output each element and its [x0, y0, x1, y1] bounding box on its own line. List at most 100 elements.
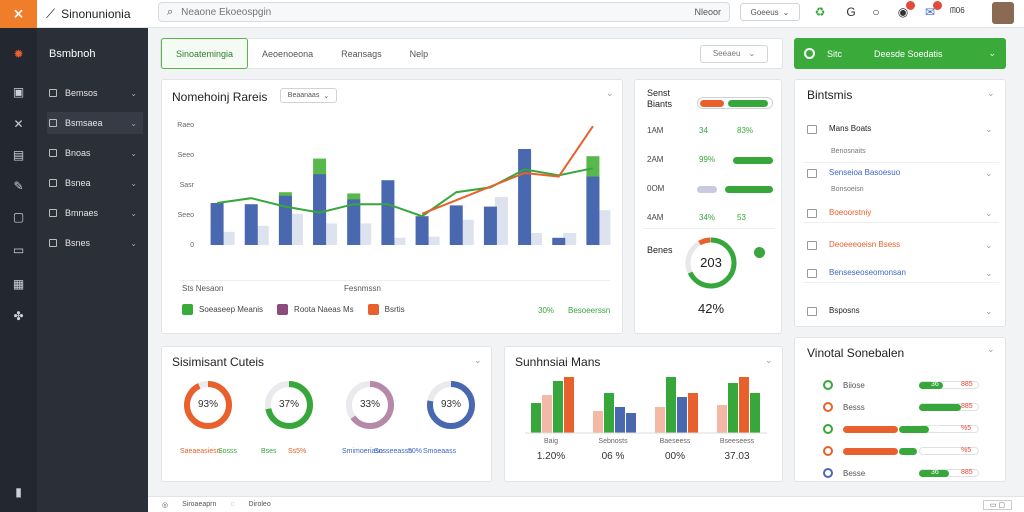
bar-light — [289, 213, 303, 245]
donut-extra-link[interactable]: 50% — [408, 448, 423, 455]
tab[interactable]: Sinoatemingia — [161, 38, 249, 69]
cart-icon[interactable]: ▢ — [12, 210, 25, 224]
row-status-icon — [823, 424, 833, 434]
recycle-icon[interactable]: ♻ — [814, 5, 826, 19]
bottom-item-2[interactable]: Diroleo — [248, 501, 271, 508]
rings-card: Sisimisant Cuteis ⌄ 93% Saeaeasiesn 37% Bse… — [161, 346, 492, 482]
sidebar-item-label: Bnoas — [65, 148, 91, 158]
search-input[interactable] — [181, 6, 687, 18]
avatar[interactable] — [992, 2, 1014, 24]
user-name[interactable]: ᗰ06 — [950, 6, 965, 15]
stats-row-label: 4AM — [647, 213, 664, 222]
close-icon[interactable]: ⌄ — [987, 344, 995, 354]
bar-light — [255, 225, 269, 245]
bar-blue — [313, 174, 327, 245]
doc-icon[interactable]: ▣ — [12, 85, 25, 99]
footer-caption-2: Fesnmssn — [344, 284, 381, 293]
image-icon[interactable]: ▤ — [12, 148, 25, 162]
y-tick-label: Sasr — [180, 182, 195, 189]
list-item[interactable]: Benseseoseomonsan — [829, 268, 906, 277]
donut-link[interactable]: Saeaeasiesn — [180, 448, 221, 455]
chevron-down-icon[interactable]: ⌄ — [765, 355, 773, 365]
donut-extra-link[interactable]: Ss5% — [288, 448, 307, 455]
bell-icon[interactable]: ◉ — [895, 1, 915, 20]
list-item[interactable]: Bsposns — [829, 306, 860, 315]
row-badge: 36 — [931, 425, 939, 432]
bottom-bar: ◎ Siroaeaprn ◌ Diroleo ▭ ▢ — [148, 496, 1024, 512]
chevron-down-icon[interactable]: ⌄ — [987, 88, 995, 98]
bar-blue — [347, 199, 361, 245]
bar-light — [563, 233, 577, 245]
bottom-icon-2[interactable]: ◌ — [230, 501, 235, 508]
right-list-card: Bintsmis ⌄ Mans Boats ⌄ Benosnaits Senseioa… — [794, 79, 1006, 327]
card-icon[interactable]: ▭ — [12, 243, 25, 257]
tab-select-label: Seeaeu — [712, 49, 741, 58]
main-chart-select[interactable]: Beaanaas ⌄ — [280, 88, 337, 103]
bar-blue — [244, 204, 258, 245]
tab-select[interactable]: Seeaeu ⌄ — [700, 44, 768, 63]
sidebar-item-label: Bsnea — [65, 178, 91, 188]
pen-icon[interactable]: ✎ — [13, 179, 24, 193]
donut-extra-link[interactable]: Sosss — [218, 448, 238, 455]
bottom-item-1[interactable]: Siroaeaprn — [182, 501, 217, 508]
primary-action-button[interactable]: Sitc Deesde Soedatis ⌄ — [794, 38, 1006, 69]
sidebar-item[interactable]: Bsmsaea ⌄ — [47, 112, 143, 134]
bottom-right-controls[interactable]: ▭ ▢ — [982, 499, 1012, 510]
compass-icon[interactable]: ✹ — [13, 47, 24, 61]
sidebar-item[interactable]: Bsnes ⌄ — [47, 232, 143, 254]
sidebar-item-label: Bemsos — [65, 88, 98, 98]
list-item-icon — [807, 241, 817, 250]
puzzle-icon[interactable]: ✤ — [13, 309, 24, 323]
donut-link[interactable]: Bses — [261, 448, 277, 455]
chevron-down-icon[interactable]: ⌄ — [985, 306, 993, 316]
stats-bar — [733, 157, 773, 164]
tab[interactable]: Aeoenoeona — [262, 48, 314, 59]
list-item[interactable]: Benosnaits — [831, 148, 866, 155]
circle-icon[interactable]: ○ — [872, 5, 880, 19]
tools-icon[interactable]: ✕ — [13, 117, 24, 131]
bar-blue — [518, 149, 532, 245]
row-track — [919, 447, 979, 455]
group-value: 00% — [665, 451, 685, 462]
file-icon[interactable]: ▮ — [15, 485, 22, 499]
tab[interactable]: Nelp — [409, 48, 429, 59]
list-item[interactable]: Bonsoeisn — [831, 186, 864, 193]
chevron-down-icon[interactable]: ⌄ — [985, 268, 993, 278]
y-tick-label: Seeo — [178, 152, 194, 159]
row-right-value: %5 — [961, 447, 972, 454]
mail-icon[interactable]: ✉ — [922, 1, 942, 20]
legend-swatch — [367, 304, 379, 315]
sidebar-item[interactable]: Bnoas ⌄ — [47, 142, 143, 164]
sidebar-item[interactable]: Bmnaes ⌄ — [47, 202, 143, 224]
legend-label: Roota Naeas Ms — [294, 305, 354, 314]
search-bar[interactable]: ⌕ Nleoor — [158, 2, 730, 22]
google-icon[interactable]: G — [846, 5, 856, 19]
donut-extra-link[interactable]: Sosseeassn — [374, 448, 413, 455]
bar-light — [221, 231, 235, 245]
chevron-down-icon[interactable]: ⌄ — [985, 124, 993, 134]
chevron-down-icon[interactable]: ⌄ — [985, 208, 993, 218]
group-bar — [604, 393, 614, 433]
sidebar-item[interactable]: Bemsos ⌄ — [47, 82, 143, 104]
chevron-down-icon[interactable]: ⌄ — [985, 168, 993, 178]
stats-toggle[interactable] — [697, 97, 773, 109]
list-item[interactable]: Boeoorstniy — [829, 208, 872, 217]
chevron-down-icon[interactable]: ⌄ — [606, 88, 614, 98]
donut-link[interactable]: Smoeaass — [423, 448, 457, 455]
bar-light — [597, 210, 611, 245]
chevron-down-icon: ⌄ — [782, 7, 790, 17]
list-item[interactable]: Deoeeeoeisn Bsess — [829, 240, 901, 249]
legend-label: Soeaseep Meanis — [199, 305, 264, 314]
tab[interactable]: Reansags — [341, 48, 382, 59]
list-item[interactable]: Senseioa Basoesuo — [829, 168, 901, 177]
chevron-down-icon[interactable]: ⌄ — [474, 355, 482, 365]
legend: Soeaseep Meanis Roota Naeas Ms Bsrtis — [182, 304, 405, 315]
app-logo[interactable]: ⨯ — [0, 0, 37, 28]
bottom-icon[interactable]: ◎ — [162, 501, 169, 509]
cube-icon[interactable]: ▦ — [12, 277, 25, 291]
sidebar-item[interactable]: Bsnea ⌄ — [47, 172, 143, 194]
donut-link[interactable]: Smimoeriasn — [342, 448, 383, 455]
list-item[interactable]: Mans Boats — [829, 124, 872, 133]
chevron-down-icon[interactable]: ⌄ — [985, 240, 993, 250]
top-select[interactable]: Goeeus ⌄ — [740, 3, 800, 21]
